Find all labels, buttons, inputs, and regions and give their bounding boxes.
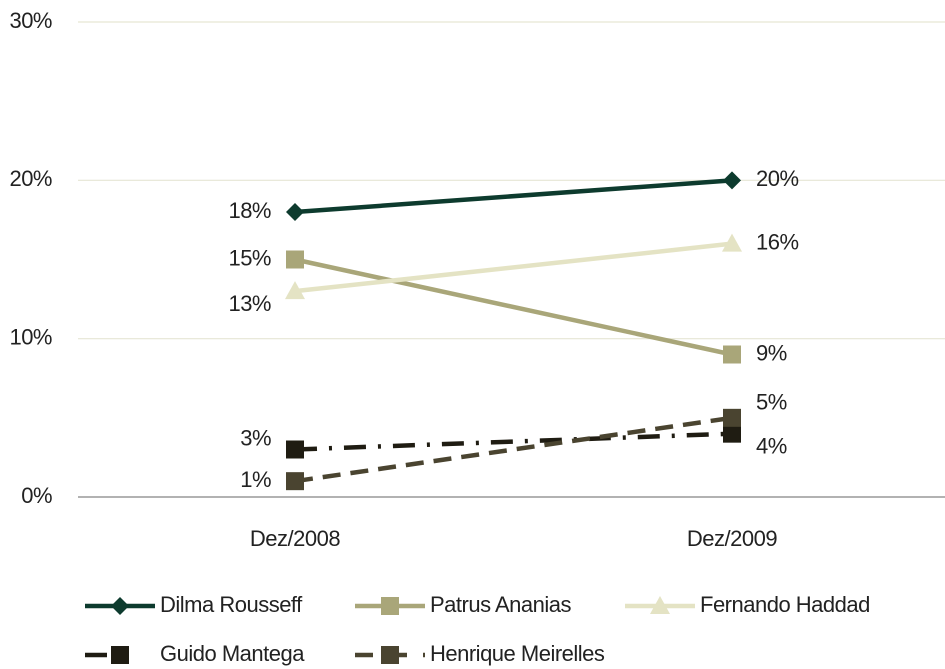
marker: [111, 597, 129, 615]
data-label: 13%: [228, 291, 271, 316]
y-tick-label: 10%: [9, 324, 52, 349]
marker: [723, 408, 741, 427]
marker: [285, 281, 305, 300]
marker: [286, 440, 304, 459]
data-label: 3%: [240, 425, 271, 450]
marker: [381, 646, 399, 664]
legend-label: Fernando Haddad: [700, 592, 870, 617]
marker: [650, 596, 670, 614]
series-line: [294, 415, 733, 484]
marker: [286, 250, 304, 269]
x-tick-label: Dez/2009: [687, 526, 777, 551]
marker: [723, 424, 741, 443]
data-label: 4%: [756, 433, 787, 458]
series-line: [294, 431, 733, 452]
data-label: 15%: [228, 245, 271, 270]
x-tick-label: Dez/2008: [250, 526, 340, 551]
y-tick-label: 20%: [9, 166, 52, 191]
marker: [286, 472, 304, 491]
y-tick-label: 0%: [21, 483, 52, 508]
marker: [723, 345, 741, 364]
data-label: 20%: [756, 166, 799, 191]
data-label: 16%: [756, 229, 799, 254]
series-line: [294, 257, 733, 357]
series-line: [294, 178, 733, 215]
data-label: 18%: [228, 198, 271, 223]
series-line: [294, 241, 733, 294]
y-tick-label: 30%: [9, 8, 52, 33]
data-label: 1%: [240, 467, 271, 492]
legend-label: Guido Mantega: [160, 641, 305, 666]
marker: [722, 233, 742, 252]
marker: [723, 171, 741, 190]
marker: [381, 597, 399, 615]
data-label: 5%: [756, 390, 787, 415]
data-label: 9%: [756, 340, 787, 365]
legend-label: Patrus Ananias: [430, 592, 571, 617]
legend-label: Henrique Meirelles: [430, 641, 605, 666]
legend-label: Dilma Rousseff: [160, 592, 303, 617]
marker: [286, 203, 304, 221]
marker: [111, 646, 129, 664]
